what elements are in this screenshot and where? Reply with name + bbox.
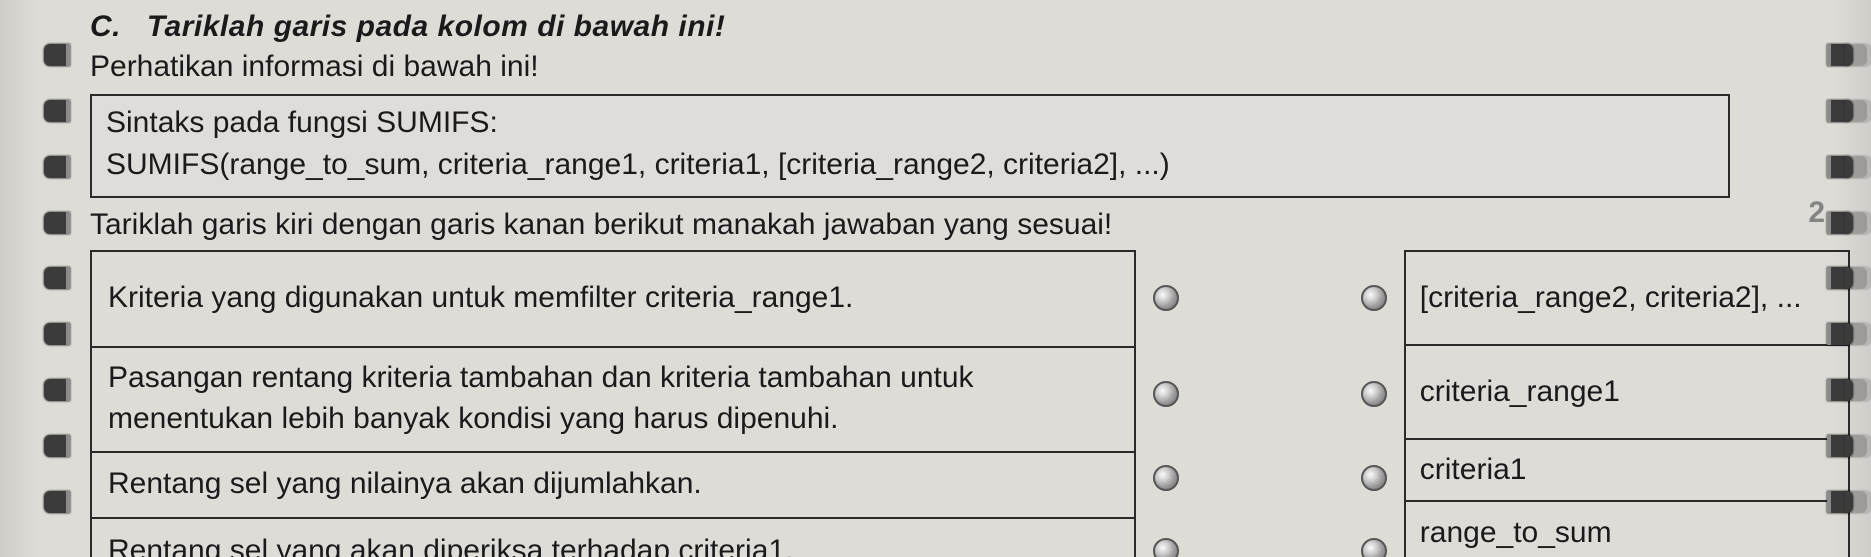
spiral-tick	[44, 435, 70, 457]
spiral-tick	[1845, 491, 1871, 513]
spiral-tick	[1845, 212, 1871, 234]
gap-dot-cell	[1196, 250, 1345, 346]
right-row: range_to_sum	[1406, 502, 1848, 557]
spiral-tick	[44, 323, 70, 345]
gap-dot-cell	[1196, 346, 1345, 442]
match-dot[interactable]	[1361, 538, 1387, 557]
right-table: [criteria_range2, criteria2], ... criteri…	[1404, 250, 1850, 557]
right-row: criteria_range1	[1406, 346, 1848, 440]
right-row-text: [criteria_range2, criteria2], ...	[1420, 278, 1802, 317]
intro-text: Perhatikan informasi di bawah ini!	[90, 50, 1811, 84]
left-dot-cell	[1136, 442, 1195, 515]
left-row: Kriteria yang digunakan untuk memfilter …	[92, 252, 1134, 348]
right-dot-cell	[1344, 442, 1403, 515]
spiral-tick	[44, 267, 70, 289]
spiral-tick	[1845, 323, 1871, 345]
gap-dot-cell	[1196, 442, 1345, 515]
right-dot-column	[1344, 250, 1403, 557]
spiral-tick	[1845, 100, 1871, 122]
right-row-text: criteria_range1	[1420, 372, 1620, 411]
instruction-text: Tariklah garis kiri dengan garis kanan b…	[90, 208, 1811, 242]
match-dot[interactable]	[1153, 381, 1179, 407]
section-heading: C. Tariklah garis pada kolom di bawah in…	[90, 10, 1811, 44]
syntax-box: Sintaks pada fungsi SUMIFS: SUMIFS(range…	[90, 94, 1730, 198]
left-dot-column	[1136, 250, 1195, 557]
right-dot-cell	[1344, 346, 1403, 442]
left-dot-cell	[1136, 250, 1195, 346]
spiral-tick	[1845, 267, 1871, 289]
gap-dot-cell	[1196, 515, 1345, 557]
spiral-binding-right-edge	[1845, 0, 1871, 557]
left-row: Pasangan rentang kriteria tambahan dan k…	[92, 348, 1134, 453]
spiral-tick	[1845, 435, 1871, 457]
match-dot[interactable]	[1153, 465, 1179, 491]
syntax-line-1: Sintaks pada fungsi SUMIFS:	[106, 102, 1714, 144]
match-dot[interactable]	[1153, 285, 1179, 311]
spiral-tick	[1845, 156, 1871, 178]
worksheet-page: C. Tariklah garis pada kolom di bawah in…	[0, 0, 1871, 557]
right-dot-cell	[1344, 515, 1403, 557]
right-row-text: criteria1	[1420, 450, 1527, 489]
left-dot-cell	[1136, 515, 1195, 557]
spiral-tick	[44, 100, 70, 122]
spiral-tick	[1845, 44, 1871, 66]
spiral-binding-left	[44, 0, 70, 557]
spiral-tick	[44, 379, 70, 401]
match-dot[interactable]	[1361, 381, 1387, 407]
match-dot[interactable]	[1153, 538, 1179, 557]
left-row-text: Rentang sel yang akan diperiksa terhadap…	[108, 531, 793, 557]
right-row-text: range_to_sum	[1420, 513, 1612, 552]
spiral-tick	[44, 156, 70, 178]
match-dot[interactable]	[1361, 285, 1387, 311]
left-row: Rentang sel yang nilainya akan dijumlahk…	[92, 453, 1134, 519]
right-dot-cell	[1344, 250, 1403, 346]
section-title: Tariklah garis pada kolom di bawah ini!	[147, 10, 726, 43]
matching-area: Kriteria yang digunakan untuk memfilter …	[90, 250, 1850, 557]
spiral-tick	[1845, 379, 1871, 401]
left-row-text: Rentang sel yang nilainya akan dijumlahk…	[108, 464, 702, 505]
left-table: Kriteria yang digunakan untuk memfilter …	[90, 250, 1136, 557]
section-label: C.	[90, 10, 138, 44]
spiral-tick	[44, 212, 70, 234]
left-dot-cell	[1136, 346, 1195, 442]
left-row-text: Pasangan rentang kriteria tambahan dan k…	[108, 358, 1118, 439]
syntax-line-2: SUMIFS(range_to_sum, criteria_range1, cr…	[106, 144, 1714, 186]
page-edge-number: 2	[1808, 196, 1825, 230]
left-row: Rentang sel yang akan diperiksa terhadap…	[92, 519, 1134, 557]
match-dot[interactable]	[1361, 465, 1387, 491]
spiral-tick	[44, 491, 70, 513]
spiral-tick	[44, 44, 70, 66]
right-row: [criteria_range2, criteria2], ...	[1406, 252, 1848, 346]
left-row-text: Kriteria yang digunakan untuk memfilter …	[108, 278, 853, 319]
right-row: criteria1	[1406, 440, 1848, 502]
draw-gap[interactable]	[1196, 250, 1345, 557]
